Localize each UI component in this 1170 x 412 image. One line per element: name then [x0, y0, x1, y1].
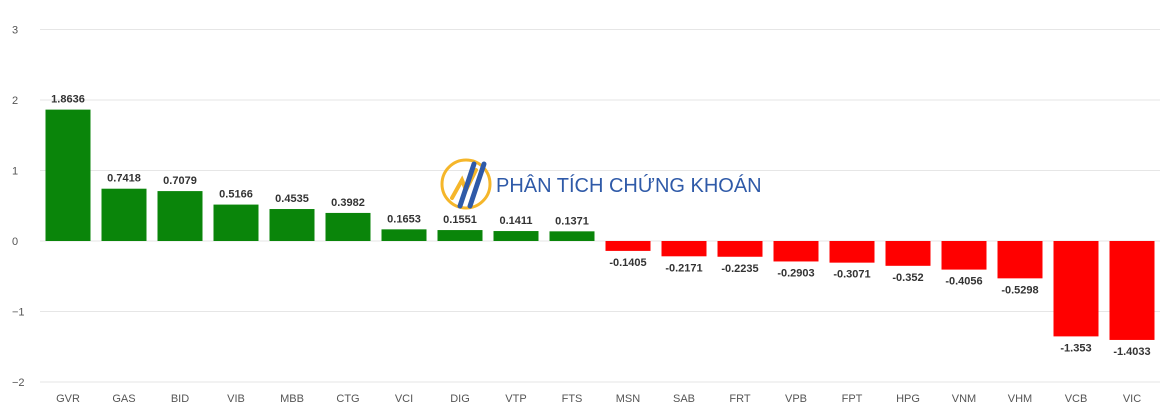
x-tick-label: MBB	[280, 393, 304, 405]
bar-vcb	[1053, 241, 1099, 337]
y-tick-label: 1	[12, 166, 18, 178]
x-tick-label: GVR	[56, 393, 80, 405]
data-label: 0.1371	[555, 215, 589, 227]
x-tick-label: FTS	[562, 393, 583, 405]
data-labels: 1.8636 0.7418 0.7079 0.5166 0.4535 0.3982 0.16…	[51, 94, 1150, 358]
x-axis-ticks: GVR GAS BID VIB MBB CTG VCI DIG VTP FTS MSN SAB FRT V…	[56, 393, 1141, 405]
data-label: 0.5166	[219, 189, 253, 201]
watermark-text: PHÂN TÍCH CHỨNG KHOÁN	[496, 174, 762, 197]
logo-stroke-1	[457, 161, 477, 209]
y-tick-label: −2	[12, 377, 25, 389]
data-label: -0.1405	[609, 257, 646, 269]
x-tick-label: VTP	[505, 393, 526, 405]
watermark: PHÂN TÍCH CHỨNG KHOÁN	[440, 158, 762, 210]
bar-bid	[157, 191, 203, 241]
bar-gvr	[45, 109, 91, 241]
bar-msn	[605, 241, 651, 251]
data-label: -0.2171	[665, 262, 702, 274]
grid-lines	[40, 29, 1160, 383]
chart-logo-icon	[440, 158, 492, 210]
y-tick-label: 2	[12, 95, 18, 107]
data-label: 0.4535	[275, 193, 309, 205]
x-tick-label: CTG	[336, 393, 359, 405]
x-tick-label: VIC	[1123, 393, 1141, 405]
data-label: 0.3982	[331, 197, 365, 209]
data-label: -0.4056	[945, 276, 982, 288]
bar-vpb	[773, 241, 819, 262]
y-tick-label: 3	[12, 25, 18, 37]
x-tick-label: FPT	[842, 393, 863, 405]
data-label: 0.7418	[107, 173, 141, 185]
x-tick-label: VPB	[785, 393, 807, 405]
x-tick-label: MSN	[616, 393, 641, 405]
logo-stroke-2	[467, 161, 487, 209]
bar-hpg	[885, 241, 931, 266]
data-label: -0.2903	[777, 267, 814, 279]
data-label: 0.1411	[499, 215, 532, 227]
x-tick-label: GAS	[112, 393, 135, 405]
x-tick-label: HPG	[896, 393, 920, 405]
bar-ctg	[325, 212, 371, 241]
bar-frt	[717, 241, 763, 257]
bar-vtp	[493, 231, 539, 241]
x-tick-label: SAB	[673, 393, 695, 405]
bar-fpt	[829, 241, 875, 263]
y-tick-label: −1	[12, 307, 25, 319]
x-tick-label: VCB	[1065, 393, 1088, 405]
data-label: -0.352	[892, 272, 923, 284]
bar-mbb	[269, 209, 315, 241]
x-tick-label: FRT	[729, 393, 750, 405]
bar-vic	[1109, 241, 1155, 340]
x-tick-label: DIG	[450, 393, 470, 405]
data-label: -0.2235	[721, 263, 758, 275]
x-tick-label: VIB	[227, 393, 245, 405]
y-axis-ticks: 3 2 1 0 −1 −2	[12, 25, 25, 390]
x-tick-label: VCI	[395, 393, 413, 405]
logo-ring	[440, 158, 492, 210]
bar-fts	[549, 231, 595, 241]
bar-gas	[101, 188, 147, 241]
data-label: 0.1653	[387, 213, 421, 225]
data-label: 0.7079	[163, 175, 197, 187]
bar-vnm	[941, 241, 987, 270]
bar-dig	[437, 230, 483, 241]
bar-vhm	[997, 241, 1043, 279]
data-label: 1.8636	[51, 94, 85, 106]
bar-vci	[381, 229, 427, 241]
bar-sab	[661, 241, 707, 257]
x-tick-label: BID	[171, 393, 189, 405]
data-label: -0.3071	[833, 269, 870, 281]
bars	[45, 109, 1155, 340]
x-tick-label: VNM	[952, 393, 976, 405]
data-label: 0.1551	[443, 214, 477, 226]
data-label: -1.353	[1060, 342, 1091, 354]
data-label: -0.5298	[1001, 284, 1038, 296]
x-tick-label: VHM	[1008, 393, 1032, 405]
bar-vib	[213, 204, 259, 241]
data-label: -1.4033	[1113, 346, 1150, 358]
y-tick-label: 0	[12, 236, 18, 248]
